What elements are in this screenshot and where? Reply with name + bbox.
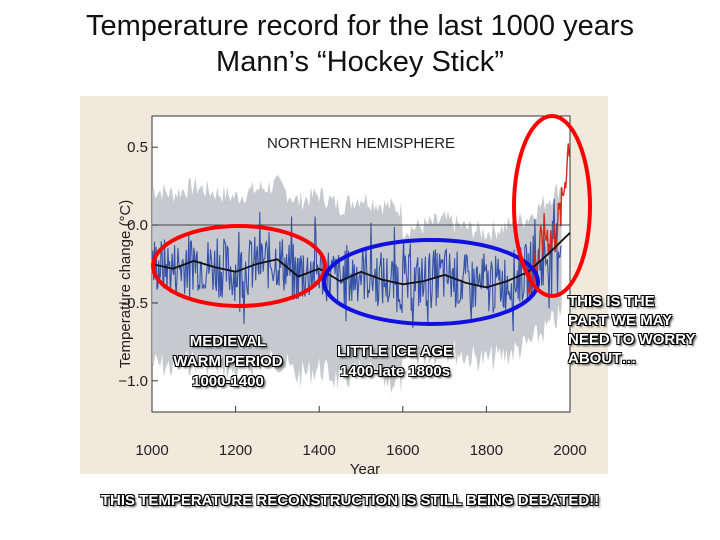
- x-axis-label: Year: [350, 461, 380, 474]
- y-axis-label: Temperature change (°C): [117, 200, 134, 369]
- ellipse-little-ice-age: [322, 238, 540, 326]
- annotation-little-ice-age: LITTLE ICE AGE 1400-late 1800s: [335, 342, 455, 382]
- ellipse-medieval: [151, 224, 327, 308]
- y-tick-label: 0.5: [127, 139, 148, 156]
- annotation-little-ice-age-text: LITTLE ICE AGE 1400-late 1800s: [336, 343, 454, 380]
- annotation-medieval-text: MEDIEVAL WARM PERIOD 1000-1400: [173, 333, 283, 390]
- x-tick-label: 2000: [553, 442, 586, 459]
- x-tick-label: 1800: [470, 442, 503, 459]
- instrumental-record-line: [527, 143, 570, 295]
- x-tick-label: 1600: [386, 442, 419, 459]
- annual-reconstruction-line: [151, 198, 562, 332]
- y-tick-label: 0.0: [127, 217, 148, 234]
- annotation-worry: THIS IS THE PART WE MAY NEED TO WORRY AB…: [568, 292, 698, 368]
- smoothed-line: [151, 232, 571, 289]
- slide-title: Temperature record for the last 1000 yea…: [0, 8, 720, 80]
- y-tick-label: −1.0: [118, 373, 148, 390]
- ellipse-recent-warming: [512, 114, 592, 298]
- chart-title: NORTHERN HEMISPHERE: [267, 135, 455, 152]
- chart-figure: 1000 1200 1400 1600 1800 2000 0.5 0.0 −0.5 −1.0 NO…: [80, 96, 608, 474]
- y-tick-label: −0.5: [118, 295, 148, 312]
- footer-note: THIS TEMPERATURE RECONSTRUCTION IS STILL…: [100, 492, 600, 509]
- x-tick-label: 1000: [135, 442, 168, 459]
- title-line-1: Temperature record for the last 1000 yea…: [85, 10, 635, 42]
- title-line-2: Mann’s “Hockey Stick”: [216, 46, 504, 78]
- chart-svg: 1000 1200 1400 1600 1800 2000 0.5 0.0 −0.5 −1.0 NO…: [117, 114, 592, 474]
- x-tick-label: 1400: [303, 442, 336, 459]
- annotation-worry-text: THIS IS THE PART WE MAY NEED TO WORRY AB…: [568, 293, 696, 367]
- annotation-medieval: MEDIEVAL WARM PERIOD 1000-1400: [168, 332, 288, 392]
- x-tick-label: 1200: [219, 442, 252, 459]
